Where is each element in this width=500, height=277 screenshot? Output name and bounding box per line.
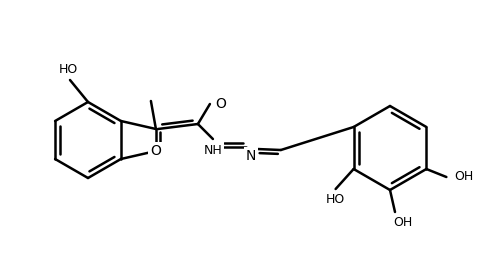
Text: NH: NH: [204, 144, 223, 157]
Text: O: O: [215, 97, 226, 111]
Text: HO: HO: [58, 63, 78, 76]
Text: N: N: [246, 149, 256, 163]
Text: O: O: [150, 144, 162, 158]
Text: HO: HO: [326, 193, 345, 206]
Text: OH: OH: [454, 171, 473, 183]
Text: OH: OH: [394, 216, 412, 229]
